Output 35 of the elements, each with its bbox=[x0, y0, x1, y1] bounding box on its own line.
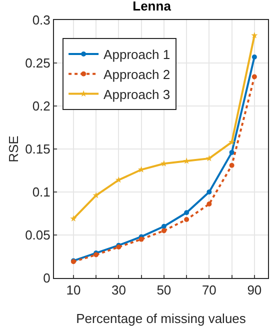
x-axis-title: Percentage of missing values bbox=[76, 311, 246, 326]
chart-title: Lenna bbox=[132, 0, 172, 14]
point bbox=[252, 74, 257, 80]
y-tick-label: 0.1 bbox=[32, 184, 50, 200]
y-tick-label: 0 bbox=[43, 270, 50, 286]
legend-label: Approach 1 bbox=[104, 47, 170, 62]
point bbox=[70, 215, 77, 222]
point bbox=[184, 210, 190, 216]
point bbox=[206, 190, 212, 194]
x-tick-label: 50 bbox=[156, 282, 172, 298]
point bbox=[92, 192, 100, 198]
y-tick-label: 0.15 bbox=[25, 142, 50, 157]
point bbox=[229, 162, 234, 168]
point bbox=[161, 224, 166, 229]
x-tick-label: 90 bbox=[247, 282, 262, 298]
point bbox=[252, 54, 257, 60]
point bbox=[206, 154, 213, 162]
point bbox=[206, 202, 212, 207]
y-axis-title: RSE bbox=[6, 135, 21, 162]
point bbox=[161, 228, 166, 234]
y-tick-label: 0.2 bbox=[32, 98, 50, 114]
point bbox=[228, 138, 236, 145]
point bbox=[229, 150, 234, 155]
x-tick-label: 10 bbox=[66, 282, 81, 298]
point bbox=[183, 158, 190, 164]
point bbox=[184, 217, 190, 222]
legend-label: Approach 2 bbox=[104, 66, 170, 82]
y-tick-label: 0.25 bbox=[25, 56, 50, 71]
y-tick-label: 0.05 bbox=[25, 228, 50, 243]
y-tick-label: 0.3 bbox=[32, 12, 50, 28]
legend-label: Approach 3 bbox=[104, 86, 170, 102]
x-tick-label: 70 bbox=[202, 282, 216, 298]
x-tick-label: 30 bbox=[111, 282, 126, 298]
point bbox=[138, 236, 144, 242]
point bbox=[251, 32, 258, 38]
